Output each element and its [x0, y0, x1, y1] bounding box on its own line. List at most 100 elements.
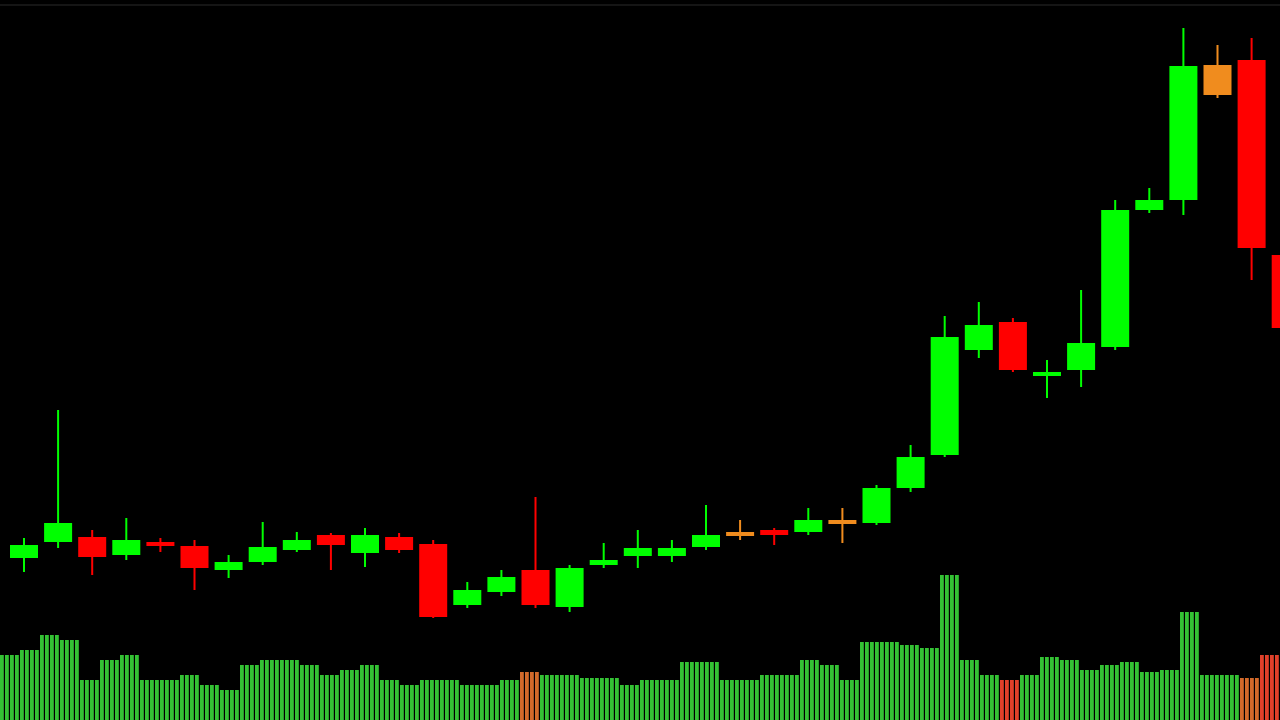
candle-body: [862, 488, 891, 523]
volume-bar: [770, 675, 774, 720]
candle-body: [521, 570, 550, 605]
candle-body: [180, 546, 209, 568]
volume-bar: [640, 680, 644, 720]
volume-bar: [1135, 662, 1139, 720]
volume-bar: [445, 680, 449, 720]
volume-bar: [995, 675, 999, 720]
volume-bar: [545, 675, 549, 720]
volume-bar: [470, 685, 474, 720]
volume-bar: [595, 678, 599, 720]
candle-body: [112, 540, 141, 555]
volume-bar: [525, 672, 529, 720]
volume-bar: [625, 685, 629, 720]
volume-bar: [885, 642, 889, 720]
volume-bar: [95, 680, 99, 720]
volume-bar: [1170, 670, 1174, 720]
volume-bar: [1100, 665, 1104, 720]
candle-body: [589, 560, 618, 565]
volume-bar: [1075, 660, 1079, 720]
volume-bar: [160, 680, 164, 720]
volume-bar: [535, 672, 539, 720]
volume-bar: [610, 678, 614, 720]
volume-bar: [140, 680, 144, 720]
volume-bar: [1090, 670, 1094, 720]
volume-bar: [215, 685, 219, 720]
candle-body: [1067, 343, 1096, 370]
volume-bar: [220, 690, 224, 720]
volume-bar: [75, 640, 79, 720]
volume-bar: [355, 670, 359, 720]
volume-bar: [455, 680, 459, 720]
volume-bar: [1045, 657, 1049, 720]
volume-bar: [1180, 612, 1184, 720]
volume-bar: [825, 665, 829, 720]
volume-bar: [1250, 678, 1254, 720]
volume-bar: [435, 680, 439, 720]
volume-bar: [0, 655, 4, 720]
volume-bar: [65, 640, 69, 720]
volume-bar: [395, 680, 399, 720]
volume-bar: [365, 665, 369, 720]
volume-bar: [345, 670, 349, 720]
volume-bar: [1125, 662, 1129, 720]
volume-bar: [975, 660, 979, 720]
volume-bar: [1260, 655, 1264, 720]
volume-bar: [50, 635, 54, 720]
volume-bar: [1150, 672, 1154, 720]
volume-bar: [990, 675, 994, 720]
volume-bar: [875, 642, 879, 720]
volume-bar: [425, 680, 429, 720]
volume-bar: [145, 680, 149, 720]
volume-bar: [1025, 675, 1029, 720]
candle-body: [1169, 66, 1198, 200]
volume-bar: [225, 690, 229, 720]
volume-bar: [1000, 680, 1004, 720]
candle-body: [214, 562, 243, 570]
volume-bar: [440, 680, 444, 720]
volume-bar: [1205, 675, 1209, 720]
volume-bar: [490, 685, 494, 720]
volume-bar: [775, 675, 779, 720]
volume-bar: [1165, 670, 1169, 720]
candle-body: [760, 530, 789, 535]
volume-bar: [550, 675, 554, 720]
volume-bar: [860, 642, 864, 720]
volume-bar: [840, 680, 844, 720]
volume-bar: [730, 680, 734, 720]
volume-bar: [965, 660, 969, 720]
volume-bar: [780, 675, 784, 720]
volume-bar: [815, 660, 819, 720]
volume-bar: [480, 685, 484, 720]
volume-bar: [415, 685, 419, 720]
volume-bar: [1095, 670, 1099, 720]
volume-bar: [360, 665, 364, 720]
volume-bar: [1240, 678, 1244, 720]
volume-bar: [1270, 655, 1274, 720]
candle-body: [998, 322, 1027, 370]
volume-bar: [755, 680, 759, 720]
volume-bar: [690, 662, 694, 720]
volume-bar: [1085, 670, 1089, 720]
volume-bar: [630, 685, 634, 720]
candle-body: [1033, 372, 1061, 376]
volume-bar: [945, 575, 949, 720]
volume-bar: [335, 675, 339, 720]
volume-bar: [1185, 612, 1189, 720]
volume-bar: [695, 662, 699, 720]
candle-body: [930, 337, 959, 455]
volume-bar: [1210, 675, 1214, 720]
volume-bar: [725, 680, 729, 720]
volume-bar: [785, 675, 789, 720]
candle-body: [828, 520, 857, 524]
volume-bar: [560, 675, 564, 720]
volume-bar: [340, 670, 344, 720]
volume-bar: [925, 648, 929, 720]
volume-bar: [115, 660, 119, 720]
volume-bar: [950, 575, 954, 720]
candle-body: [146, 542, 175, 546]
volume-bar: [585, 678, 589, 720]
volume-bar: [485, 685, 489, 720]
candle-body: [692, 535, 720, 547]
volume-bar: [1195, 612, 1199, 720]
